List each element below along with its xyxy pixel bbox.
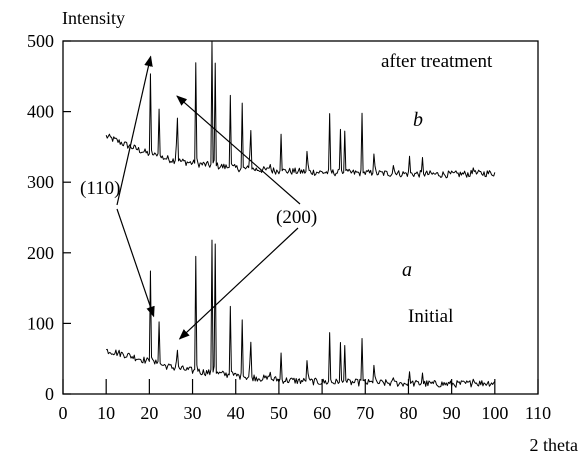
annotation-arrow bbox=[176, 95, 301, 205]
curve-label-b: b bbox=[413, 109, 423, 131]
annotation-arrow bbox=[116, 208, 155, 318]
y-tick-label: 500 bbox=[27, 31, 54, 51]
x-tick-label: 50 bbox=[270, 403, 288, 423]
series-group bbox=[105, 40, 496, 388]
x-axis-tick-labels: 0 10 20 30 40 50 60 70 80 90 100 110 bbox=[59, 403, 552, 423]
x-tick-label: 90 bbox=[443, 403, 461, 423]
x-tick-label: 40 bbox=[227, 403, 245, 423]
after-treatment-label: after treatment bbox=[381, 51, 493, 72]
y-tick-label: 400 bbox=[27, 102, 54, 122]
y-tick-label: 0 bbox=[45, 384, 54, 404]
peak-label-110: (110) bbox=[80, 178, 120, 199]
initial-label: Initial bbox=[408, 306, 453, 327]
x-tick-label: 70 bbox=[356, 403, 374, 423]
peak-label-200: (200) bbox=[276, 207, 317, 228]
y-axis-label: Intensity bbox=[62, 8, 125, 28]
plot-frame bbox=[62, 40, 539, 395]
x-tick-label: 100 bbox=[481, 403, 508, 423]
annotation-arrow bbox=[178, 227, 299, 340]
series-line-a bbox=[106, 239, 496, 388]
curve-label-a: a bbox=[402, 259, 412, 281]
y-tick-label: 200 bbox=[27, 243, 54, 263]
annotation-arrows bbox=[116, 55, 301, 340]
x-tick-label: 80 bbox=[399, 403, 417, 423]
x-tick-label: 30 bbox=[184, 403, 202, 423]
y-tick-label: 300 bbox=[27, 172, 54, 192]
x-tick-label: 10 bbox=[97, 403, 115, 423]
x-tick-label: 0 bbox=[59, 403, 68, 423]
x-tick-label: 110 bbox=[525, 403, 551, 423]
y-axis-ticks bbox=[63, 40, 71, 395]
x-tick-label: 20 bbox=[140, 403, 158, 423]
series-line-b bbox=[105, 40, 496, 179]
x-axis-label: 2 theta bbox=[530, 435, 578, 455]
y-tick-label: 100 bbox=[27, 313, 54, 333]
x-tick-label: 60 bbox=[313, 403, 331, 423]
y-axis-tick-labels: 0 100 200 300 400 500 bbox=[27, 31, 54, 404]
annotation-arrow bbox=[116, 55, 153, 206]
